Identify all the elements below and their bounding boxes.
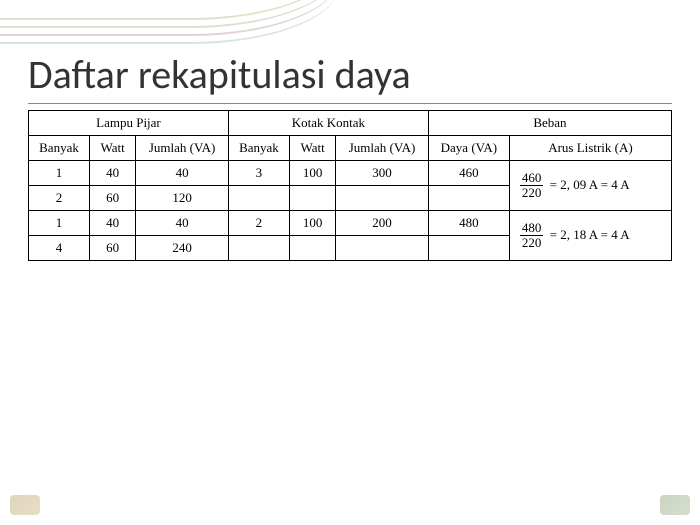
group-header-kotak: Kotak Kontak bbox=[228, 111, 428, 136]
group-header-row: Lampu Pijar Kotak Kontak Beban bbox=[29, 111, 672, 136]
cell: 3 bbox=[228, 161, 289, 186]
cell: 4 bbox=[29, 236, 90, 261]
cell bbox=[228, 186, 289, 211]
sub-header-row: Banyak Watt Jumlah (VA) Banyak Watt Juml… bbox=[29, 136, 672, 161]
cell: 300 bbox=[336, 161, 429, 186]
cell: 60 bbox=[90, 186, 136, 211]
arus-cell: 460 220 = 2, 09 A = 4 A bbox=[509, 161, 671, 211]
fraction-num: 480 bbox=[520, 221, 544, 236]
cell: 60 bbox=[90, 236, 136, 261]
cell bbox=[428, 186, 509, 211]
cell: 1 bbox=[29, 161, 90, 186]
sub-header: Jumlah (VA) bbox=[336, 136, 429, 161]
table-row: 1 40 40 3 100 300 460 460 220 = 2, 09 A … bbox=[29, 161, 672, 186]
fraction-den: 220 bbox=[520, 186, 544, 200]
sub-header: Watt bbox=[289, 136, 335, 161]
sub-header: Daya (VA) bbox=[428, 136, 509, 161]
cell bbox=[428, 236, 509, 261]
cell: 2 bbox=[228, 211, 289, 236]
cell: 200 bbox=[336, 211, 429, 236]
cell: 120 bbox=[136, 186, 229, 211]
cell: 40 bbox=[136, 211, 229, 236]
cell bbox=[228, 236, 289, 261]
cell: 480 bbox=[428, 211, 509, 236]
page-title: Daftar rekapitulasi daya bbox=[28, 50, 672, 104]
cell: 40 bbox=[136, 161, 229, 186]
cell: 100 bbox=[289, 161, 335, 186]
cell bbox=[336, 186, 429, 211]
slide-content: Daftar rekapitulasi daya Lampu Pijar Kot… bbox=[0, 0, 700, 261]
cell: 460 bbox=[428, 161, 509, 186]
cell bbox=[289, 236, 335, 261]
fraction: 460 220 bbox=[520, 171, 544, 201]
cell bbox=[336, 236, 429, 261]
corner-decoration-left bbox=[10, 495, 40, 515]
cell bbox=[289, 186, 335, 211]
group-header-beban: Beban bbox=[428, 111, 671, 136]
sub-header: Arus Listrik (A) bbox=[509, 136, 671, 161]
arus-text: = 2, 09 A = 4 A bbox=[550, 176, 630, 191]
group-header-lampu: Lampu Pijar bbox=[29, 111, 229, 136]
fraction-num: 460 bbox=[520, 171, 544, 186]
fraction-den: 220 bbox=[520, 236, 544, 250]
cell: 100 bbox=[289, 211, 335, 236]
sub-header: Banyak bbox=[228, 136, 289, 161]
arus-cell: 480 220 = 2, 18 A = 4 A bbox=[509, 211, 671, 261]
rekap-table: Lampu Pijar Kotak Kontak Beban Banyak Wa… bbox=[28, 110, 672, 261]
sub-header: Banyak bbox=[29, 136, 90, 161]
sub-header: Jumlah (VA) bbox=[136, 136, 229, 161]
cell: 240 bbox=[136, 236, 229, 261]
cell: 40 bbox=[90, 161, 136, 186]
cell: 1 bbox=[29, 211, 90, 236]
fraction: 480 220 bbox=[520, 221, 544, 251]
table-body: 1 40 40 3 100 300 460 460 220 = 2, 09 A … bbox=[29, 161, 672, 261]
corner-decoration-right bbox=[660, 495, 690, 515]
cell: 40 bbox=[90, 211, 136, 236]
table-row: 1 40 40 2 100 200 480 480 220 = 2, 18 A … bbox=[29, 211, 672, 236]
sub-header: Watt bbox=[90, 136, 136, 161]
arus-text: = 2, 18 A = 4 A bbox=[550, 226, 630, 241]
cell: 2 bbox=[29, 186, 90, 211]
